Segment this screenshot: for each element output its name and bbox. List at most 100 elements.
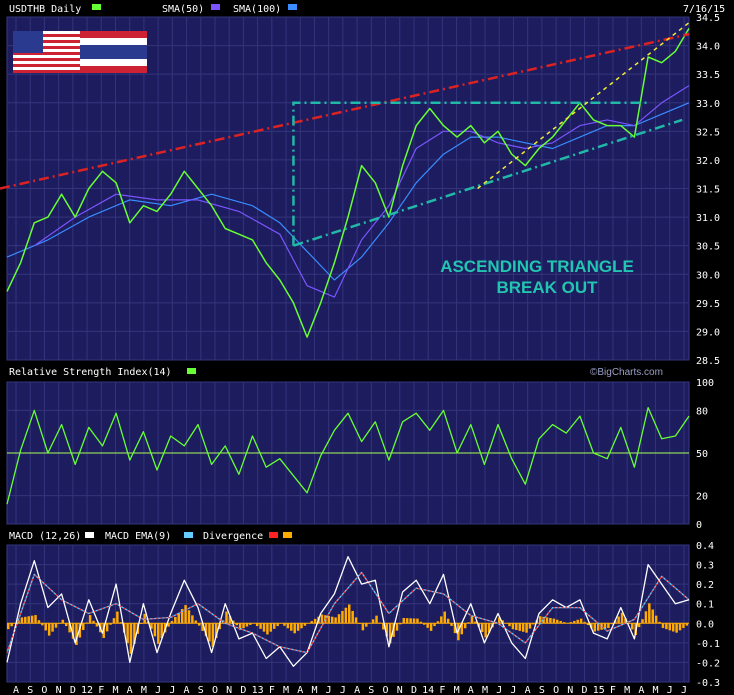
divergence-bar (385, 623, 389, 637)
divergence-bar (365, 623, 368, 627)
bigcharts-watermark: ©BigCharts.com (590, 367, 663, 378)
x-tick-label: M (482, 685, 488, 695)
legend-swatch-ema (184, 532, 193, 538)
y-tick-label: 31.0 (696, 213, 720, 224)
divergence-bar (272, 623, 276, 629)
divergence-bar (7, 623, 10, 630)
divergence-bar (395, 623, 399, 631)
macd-line (6, 556, 690, 667)
divergence-bar (95, 623, 99, 627)
x-tick-label: M (454, 685, 460, 695)
x-tick-label: 15 (593, 685, 605, 695)
divergence-bar (293, 623, 296, 634)
divergence-bar (88, 615, 92, 624)
divergence-bar (583, 621, 586, 624)
divergence-bar (20, 617, 24, 624)
y-tick-label: 28.5 (696, 356, 720, 367)
divergence-bar (358, 623, 361, 624)
divergence-bar (351, 610, 354, 624)
divergence-bar (238, 623, 242, 630)
x-tick-label: F (269, 685, 275, 695)
divergence-bar (515, 623, 518, 631)
divergence-bar (348, 604, 351, 624)
sma50-line (33, 85, 690, 298)
legend-swatch-sma100 (288, 4, 297, 10)
divergence-bar (153, 623, 157, 637)
y-tick-label: 0.3 (696, 561, 714, 572)
divergence-bar (637, 623, 641, 628)
divergence-bar (436, 621, 440, 624)
x-tick-label: D (581, 685, 587, 695)
legend-swatch-macd (85, 532, 94, 538)
divergence-bar (78, 623, 82, 638)
divergence-bar (658, 621, 661, 624)
x-tick-label: J (496, 685, 502, 695)
divergence-bar (174, 616, 177, 624)
divergence-bar (562, 622, 566, 624)
divergence-bar (511, 623, 515, 630)
divergence-bar (556, 619, 559, 624)
divergence-bar (204, 623, 208, 637)
y-tick-label: 29.5 (696, 299, 720, 310)
divergence-bar (440, 616, 443, 624)
divergence-bar (225, 611, 228, 624)
x-tick-label: D (70, 685, 76, 695)
divergence-bar (685, 623, 689, 626)
x-tick-label: M (311, 685, 317, 695)
divergence-line (6, 571, 690, 654)
divergence-bar (109, 623, 112, 625)
divergence-bar (641, 619, 644, 624)
x-tick-label: O (553, 685, 559, 695)
x-tick-label: 12 (81, 685, 93, 695)
x-tick-label: F (98, 685, 104, 695)
divergence-bar (116, 611, 119, 624)
divergence-bar (82, 623, 85, 631)
divergence-bar (30, 615, 34, 624)
divergence-bar (218, 623, 221, 630)
divergence-bar (586, 623, 590, 626)
divergence-bar (518, 623, 521, 631)
divergence-bar (460, 623, 464, 635)
x-tick-label: S (198, 685, 204, 695)
y-tick-label: 33.5 (696, 70, 720, 81)
macd-ema-legend-label: MACD EMA(9) (105, 531, 171, 542)
divergence-bar (255, 623, 259, 627)
legend-swatch-price (92, 4, 101, 10)
divergence-bar (157, 623, 160, 644)
divergence-bar (126, 623, 129, 644)
y-tick-label: 0.4 (696, 541, 714, 552)
divergence-bar (310, 621, 313, 624)
divergence-bar (54, 623, 58, 628)
divergence-bar (133, 623, 136, 644)
divergence-bar (139, 623, 143, 624)
divergence-bar (549, 618, 552, 624)
divergence-bar (68, 623, 71, 633)
x-tick-label: J (340, 685, 346, 695)
divergence-bar (201, 623, 204, 631)
x-tick-label: S (368, 685, 374, 695)
divergence-bar (187, 610, 191, 624)
divergence-bar (508, 623, 511, 627)
divergence-bar (682, 623, 685, 628)
divergence-bar (382, 623, 385, 630)
divergence-bar (375, 615, 378, 624)
divergence-bar (71, 623, 75, 639)
divergence-bar (208, 623, 211, 642)
divergence-bar (75, 623, 78, 646)
divergence-bar (184, 605, 187, 624)
divergence-bar (320, 614, 324, 624)
divergence-bar (119, 622, 123, 624)
divergence-bar (61, 619, 65, 624)
x-tick-label: J (169, 685, 175, 695)
divergence-bar (215, 623, 218, 638)
divergence-bar (426, 623, 429, 628)
x-tick-label: J (155, 685, 161, 695)
x-tick-label: M (283, 685, 289, 695)
x-tick-label: A (184, 685, 190, 695)
divergence-bar (330, 616, 334, 624)
divergence-bar (429, 623, 433, 631)
divergence-bar (249, 623, 252, 625)
sma100-line (6, 102, 690, 281)
divergence-bar (10, 623, 13, 627)
divergence-bar (402, 618, 406, 624)
